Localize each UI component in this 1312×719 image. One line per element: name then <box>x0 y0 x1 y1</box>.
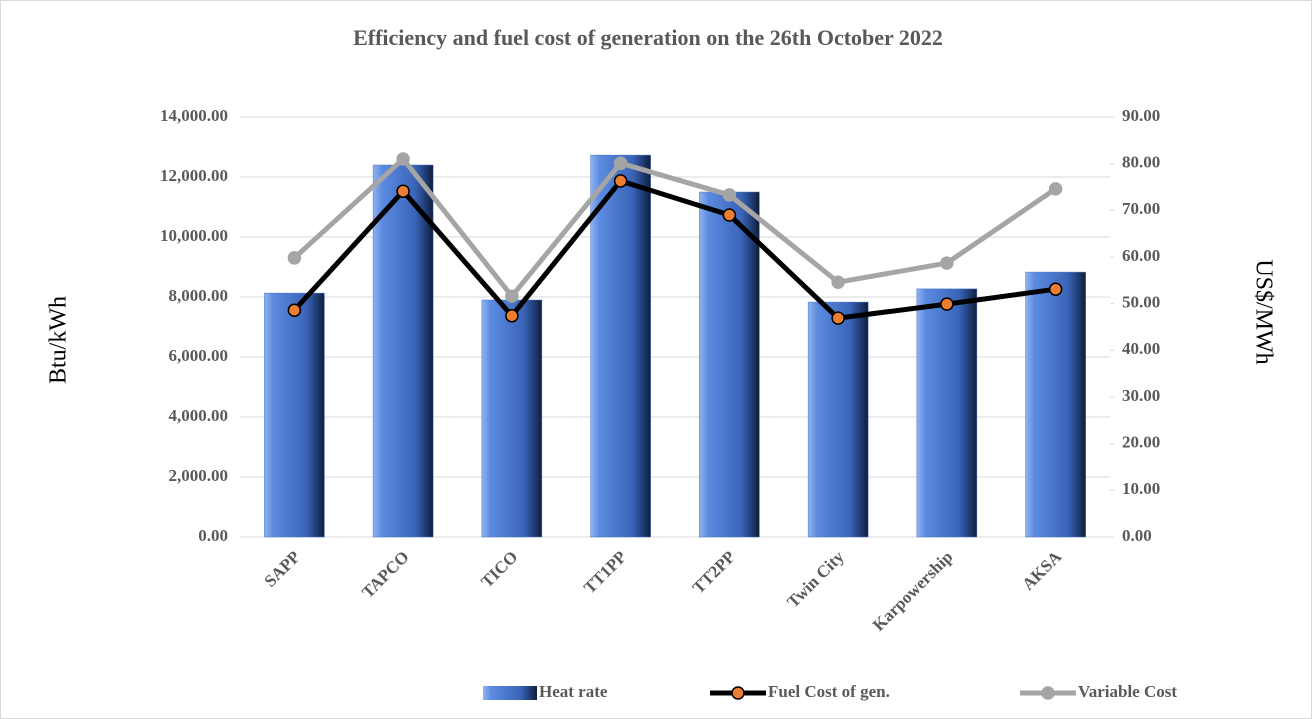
legend-label: Variable Cost <box>1078 682 1177 701</box>
marker <box>940 256 954 270</box>
y-tick-label: 4,000.00 <box>169 406 229 425</box>
y2-tick-label: 40.00 <box>1122 339 1160 358</box>
y-tick-label: 12,000.00 <box>160 166 228 185</box>
bar <box>699 191 760 538</box>
marker <box>505 309 519 323</box>
legend-label: Fuel Cost of gen. <box>768 682 890 701</box>
legend-marker <box>731 686 745 700</box>
y-tick-label: 10,000.00 <box>160 226 228 245</box>
bar <box>264 292 325 538</box>
marker <box>287 303 302 317</box>
marker <box>613 174 628 188</box>
legend-swatch <box>483 686 537 700</box>
marker <box>722 188 737 202</box>
marker <box>1048 282 1063 296</box>
marker <box>831 311 845 325</box>
y2-tick-label: 60.00 <box>1122 246 1160 265</box>
y2-tick-label: 80.00 <box>1122 153 1160 172</box>
y2-tick-label: 70.00 <box>1122 199 1160 218</box>
bar <box>590 154 651 538</box>
legend-label: Heat rate <box>539 682 608 701</box>
y2-tick-label: 20.00 <box>1122 433 1160 452</box>
line <box>292 178 1056 321</box>
marker <box>613 156 628 170</box>
marker <box>396 184 410 198</box>
y-axis-title: Btu/kWh <box>46 296 72 384</box>
marker <box>505 289 519 303</box>
bar <box>807 301 869 538</box>
y-tick-label: 0.00 <box>198 526 228 545</box>
y-tick-label: 2,000.00 <box>169 466 229 485</box>
y2-axis-title: US$/MWh <box>1250 259 1276 364</box>
marker <box>396 152 410 166</box>
legend-marker <box>1041 686 1055 700</box>
bar <box>1025 271 1086 538</box>
marker <box>831 275 845 289</box>
y-tick-label: 8,000.00 <box>169 286 229 305</box>
chart-title: Efficiency and fuel cost of generation o… <box>353 25 943 50</box>
line <box>292 156 1058 299</box>
bar <box>481 299 543 538</box>
bar <box>372 164 434 538</box>
y2-tick-label: 0.00 <box>1122 526 1152 545</box>
y2-tick-label: 30.00 <box>1122 386 1160 405</box>
marker <box>1048 182 1063 196</box>
marker <box>287 251 302 265</box>
marker <box>722 208 737 222</box>
y2-tick-label: 90.00 <box>1122 106 1160 125</box>
y-tick-label: 14,000.00 <box>160 106 228 125</box>
y2-tick-label: 50.00 <box>1122 293 1160 312</box>
marker <box>940 297 954 311</box>
bar <box>916 288 978 538</box>
y2-tick-label: 10.00 <box>1122 479 1160 498</box>
y-tick-label: 6,000.00 <box>169 346 229 365</box>
